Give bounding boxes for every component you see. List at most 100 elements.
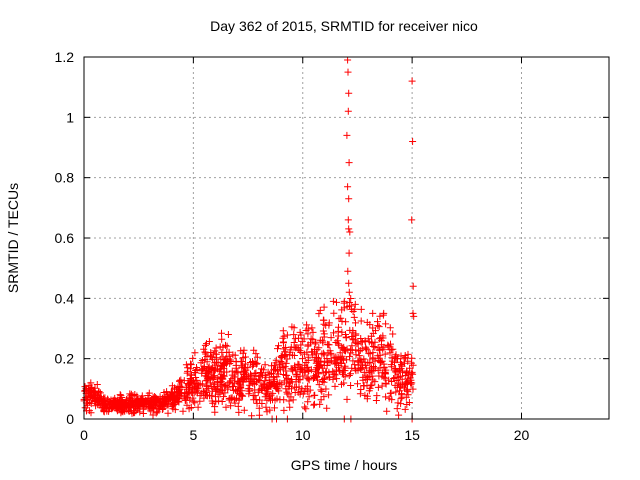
x-tick-label: 10 bbox=[295, 427, 311, 443]
data-point bbox=[286, 403, 294, 411]
data-point bbox=[391, 381, 399, 389]
data-point bbox=[159, 405, 167, 413]
data-point bbox=[249, 362, 257, 370]
data-point bbox=[337, 360, 345, 367]
data-point bbox=[194, 403, 202, 411]
data-point bbox=[261, 377, 269, 385]
data-point bbox=[345, 225, 353, 233]
data-point bbox=[237, 384, 245, 392]
data-point bbox=[378, 341, 385, 349]
data-point bbox=[311, 340, 319, 348]
data-point bbox=[299, 390, 307, 398]
data-point bbox=[397, 352, 405, 360]
data-point bbox=[331, 382, 339, 390]
data-point bbox=[209, 387, 217, 395]
data-point bbox=[313, 364, 320, 372]
data-point bbox=[319, 337, 327, 345]
data-point bbox=[122, 398, 130, 406]
data-point bbox=[374, 322, 382, 330]
data-point bbox=[382, 380, 390, 388]
data-point bbox=[226, 356, 234, 364]
data-point bbox=[231, 351, 239, 359]
data-point bbox=[211, 347, 219, 355]
data-point bbox=[390, 366, 398, 374]
data-point bbox=[409, 385, 417, 393]
data-point bbox=[287, 393, 295, 401]
data-point bbox=[186, 375, 194, 382]
data-point bbox=[344, 183, 352, 191]
data-point bbox=[365, 373, 373, 381]
data-point bbox=[267, 396, 274, 404]
data-point bbox=[211, 408, 219, 416]
data-point bbox=[325, 319, 333, 327]
data-point bbox=[152, 409, 160, 417]
data-point bbox=[274, 366, 282, 374]
data-point bbox=[156, 404, 164, 412]
data-point bbox=[381, 350, 389, 358]
data-point bbox=[272, 359, 280, 367]
data-point bbox=[212, 344, 220, 352]
x-axis-label: GPS time / hours bbox=[291, 457, 398, 473]
data-point bbox=[376, 335, 383, 343]
data-point bbox=[280, 338, 287, 346]
data-point bbox=[291, 362, 299, 370]
data-point bbox=[290, 339, 298, 346]
x-tick-label: 5 bbox=[189, 427, 197, 443]
data-point bbox=[368, 372, 376, 380]
data-point bbox=[348, 346, 356, 354]
data-point bbox=[404, 357, 412, 365]
data-point bbox=[208, 397, 216, 405]
data-point bbox=[368, 338, 376, 346]
data-point bbox=[361, 338, 369, 345]
data-point bbox=[340, 343, 348, 351]
data-point bbox=[246, 359, 254, 366]
data-point bbox=[308, 348, 316, 356]
data-point bbox=[148, 398, 156, 406]
data-point bbox=[345, 299, 353, 306]
data-point bbox=[317, 361, 325, 369]
data-point bbox=[226, 378, 234, 386]
data-point bbox=[345, 279, 353, 287]
data-point bbox=[392, 388, 400, 396]
y-tick-label: 1 bbox=[66, 109, 74, 125]
data-point bbox=[189, 397, 197, 405]
data-point bbox=[335, 366, 343, 374]
data-point bbox=[360, 382, 368, 390]
data-point bbox=[346, 228, 354, 236]
x-tick-label: 0 bbox=[80, 427, 88, 443]
data-point bbox=[223, 368, 231, 376]
data-point bbox=[273, 385, 281, 392]
data-point bbox=[258, 365, 265, 373]
data-point bbox=[298, 337, 306, 345]
data-point bbox=[329, 367, 337, 375]
data-point bbox=[363, 395, 371, 403]
data-point bbox=[104, 395, 112, 403]
data-point bbox=[266, 392, 273, 400]
data-point bbox=[246, 385, 254, 393]
data-point bbox=[218, 398, 226, 405]
data-point bbox=[313, 373, 321, 381]
data-point bbox=[159, 397, 167, 405]
data-point bbox=[359, 376, 367, 384]
data-point bbox=[283, 355, 291, 363]
data-point bbox=[312, 338, 320, 346]
data-point bbox=[395, 373, 403, 381]
data-point bbox=[380, 360, 388, 368]
data-point bbox=[188, 389, 196, 397]
data-point bbox=[193, 376, 201, 384]
data-point bbox=[278, 352, 286, 359]
data-point bbox=[247, 377, 255, 385]
data-point bbox=[81, 404, 89, 412]
data-point bbox=[231, 379, 239, 387]
data-point bbox=[203, 382, 211, 390]
data-point bbox=[216, 388, 224, 396]
data-point bbox=[366, 321, 374, 329]
data-point bbox=[231, 399, 239, 407]
data-point bbox=[345, 195, 353, 203]
data-point bbox=[374, 383, 382, 391]
data-point bbox=[351, 365, 359, 373]
data-point bbox=[262, 373, 270, 381]
data-point bbox=[309, 328, 317, 336]
data-point bbox=[240, 406, 248, 414]
data-point bbox=[99, 402, 107, 410]
